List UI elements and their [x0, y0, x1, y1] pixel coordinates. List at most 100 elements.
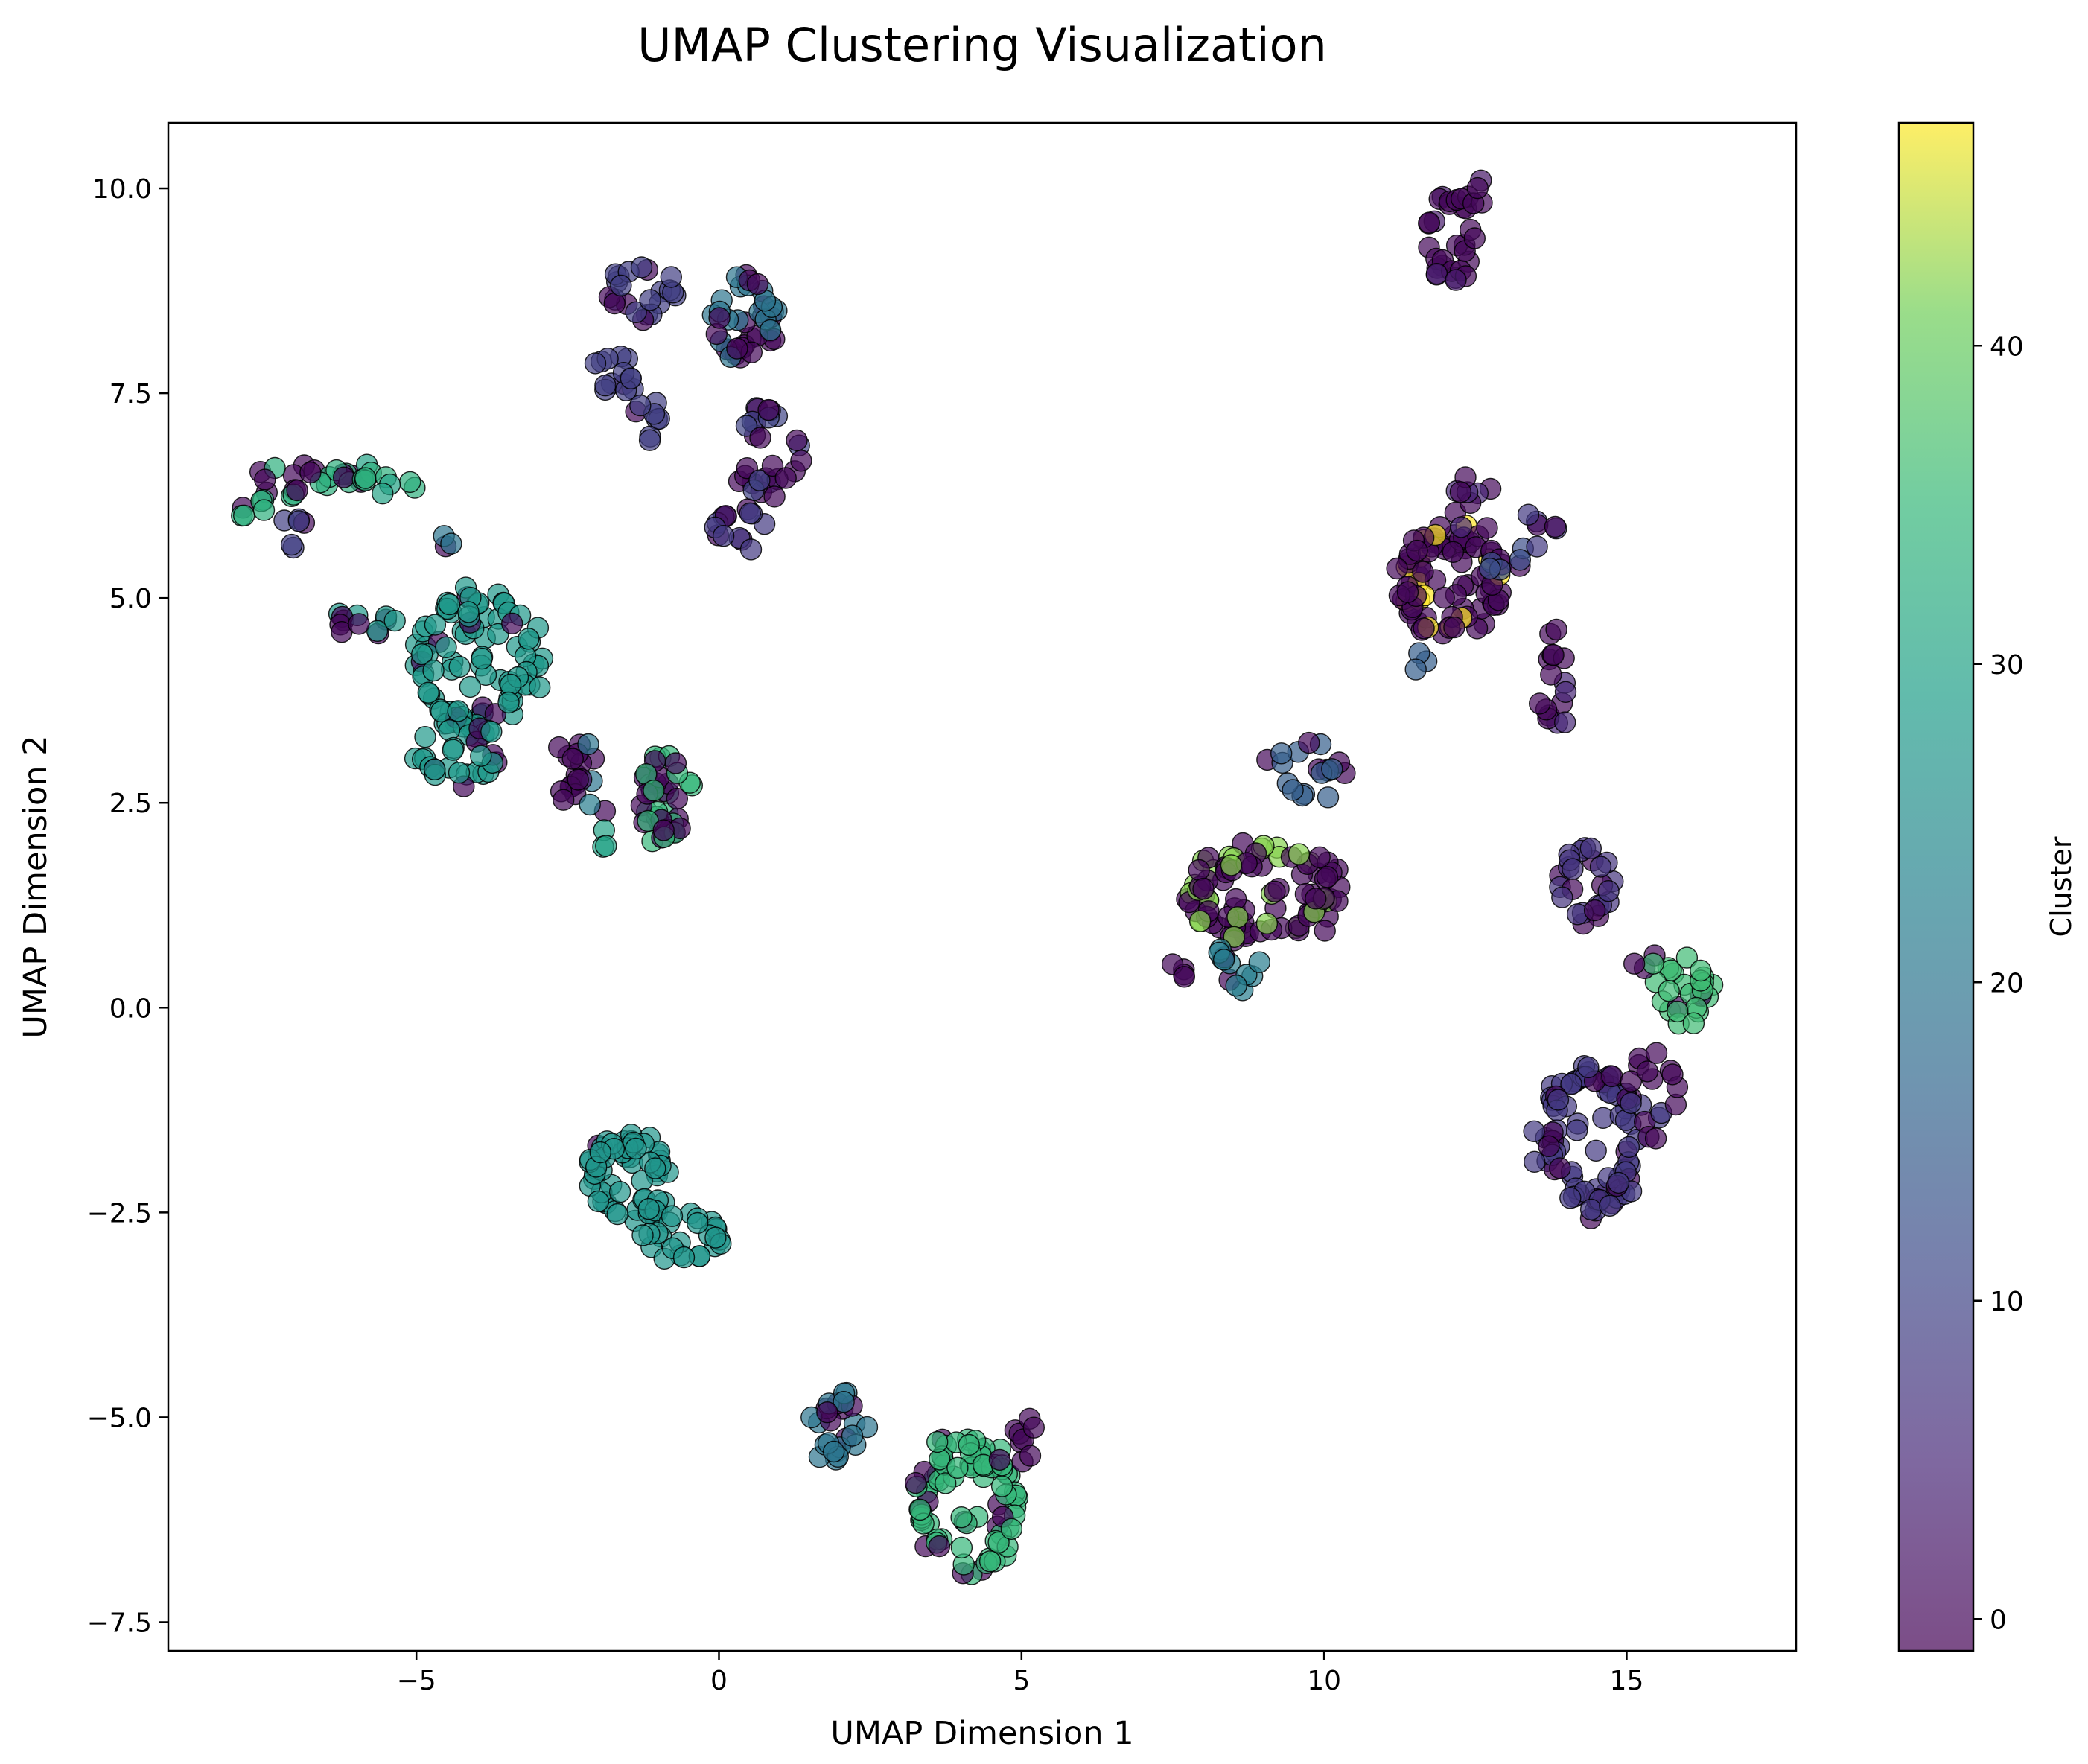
scatter-point	[1682, 1012, 1705, 1034]
x-tick-label: 0	[710, 1666, 728, 1696]
scatter-point	[1316, 866, 1339, 888]
scatter-point	[726, 337, 748, 360]
scatter-point	[480, 721, 503, 743]
scatter-point	[1583, 899, 1606, 922]
scatter-point	[606, 1203, 628, 1226]
scatter-point	[457, 601, 480, 623]
scatter-point	[672, 1246, 696, 1269]
scatter-point	[447, 700, 469, 722]
scatter-point	[1589, 856, 1612, 878]
scatter-point	[1445, 269, 1467, 291]
x-axis-label: UMAP Dimension 1	[830, 1715, 1133, 1752]
scatter-point	[934, 1472, 957, 1494]
scatter-point	[1466, 176, 1489, 200]
scatter-point	[639, 289, 661, 311]
scatter-point	[399, 471, 421, 494]
scatter-point	[299, 461, 322, 484]
y-tick-label: 0.0	[109, 993, 152, 1024]
scatter-point	[1000, 1518, 1023, 1541]
scatter-point	[501, 612, 523, 634]
scatter-point	[348, 613, 370, 635]
scatter-point	[620, 367, 642, 389]
scatter-point	[1425, 263, 1448, 285]
scatter-point	[1577, 1056, 1600, 1079]
y-axis-ticks: −7.5 −5.0 −2.5 0.0 2.5 5.0 7.5 10.0	[87, 174, 168, 1638]
scatter-point	[1544, 515, 1567, 538]
scatter-point	[1298, 731, 1320, 754]
scatter-point	[1585, 1139, 1607, 1162]
colorbar-tick-label: 30	[1990, 650, 2024, 681]
scatter-point	[908, 1498, 932, 1521]
scatter-point	[417, 681, 439, 704]
scatter-point	[1509, 549, 1532, 571]
colorbar-ticks: 0 10 20 30 40	[1973, 331, 2024, 1635]
scatter-point	[1658, 980, 1680, 1002]
scatter-point	[579, 793, 601, 816]
scatter-point	[1255, 912, 1279, 935]
scatter-point	[1562, 858, 1584, 880]
scatter-point	[1690, 959, 1712, 982]
colorbar: 0 10 20 30 40 Cluster	[1897, 121, 2078, 1652]
y-tick-label: 5.0	[109, 584, 152, 614]
scatter-point	[587, 1190, 610, 1213]
scatter-point	[774, 467, 797, 489]
scatter-point	[1523, 1120, 1545, 1143]
scatter-point	[1601, 1065, 1623, 1088]
y-tick-label: 10.0	[92, 174, 152, 205]
scatter-point	[1554, 681, 1577, 703]
scatter-point	[816, 1401, 838, 1424]
scatter-point	[763, 485, 786, 508]
scatter-point	[704, 1226, 727, 1249]
y-axis-label: UMAP Dimension 2	[17, 735, 54, 1038]
scatter-point	[1551, 886, 1573, 908]
scatter-point	[660, 266, 682, 288]
scatter-point	[712, 525, 735, 547]
colorbar-gradient	[1899, 123, 1973, 1651]
scatter-point	[1220, 854, 1243, 876]
scatter-point	[286, 479, 308, 502]
scatter-point	[629, 394, 652, 417]
scatter-point	[630, 256, 653, 278]
scatter-point	[1317, 786, 1340, 809]
scatter-point	[595, 835, 617, 857]
scatter-point	[1636, 1060, 1659, 1083]
scatter-points	[231, 169, 1724, 1585]
plot-frame	[167, 121, 1798, 1652]
scatter-point	[822, 1440, 845, 1463]
scatter-point	[1545, 618, 1567, 641]
scatter-point	[739, 502, 761, 524]
scatter-point	[1547, 1089, 1570, 1111]
x-axis-ticks: −5 0 5 10 15	[397, 1651, 1643, 1696]
scatter-point	[790, 450, 812, 472]
scatter-point	[1542, 643, 1565, 666]
scatter-point	[958, 1433, 980, 1456]
scatter-point	[1644, 1127, 1667, 1150]
y-tick-label: −2.5	[87, 1198, 152, 1229]
scatter-point	[1517, 503, 1540, 526]
scatter-point	[567, 768, 589, 791]
scatter-point	[757, 398, 780, 421]
scatter-point	[687, 1211, 709, 1235]
scatter-point	[1308, 846, 1331, 869]
scatter-point	[1476, 517, 1498, 539]
scatter-point	[1270, 742, 1293, 765]
y-tick-label: 2.5	[109, 789, 152, 819]
scatter-point	[252, 499, 276, 521]
scatter-point	[1549, 1157, 1571, 1179]
scatter-point	[1449, 481, 1472, 503]
scatter-point	[1450, 516, 1472, 538]
colorbar-label: Cluster	[2045, 836, 2078, 937]
scatter-point	[471, 647, 493, 670]
scatter-point	[638, 429, 661, 451]
scatter-point	[1305, 888, 1327, 910]
scatter-point	[1404, 658, 1427, 681]
scatter-point	[759, 319, 782, 342]
colorbar-tick-label: 40	[1990, 331, 2024, 362]
colorbar-tick-label: 20	[1990, 968, 2024, 999]
scatter-point	[1264, 880, 1286, 903]
scatter-point	[739, 538, 763, 561]
scatter-point	[1433, 586, 1455, 609]
scatter-point	[1321, 758, 1343, 780]
scatter-point	[928, 1535, 951, 1558]
